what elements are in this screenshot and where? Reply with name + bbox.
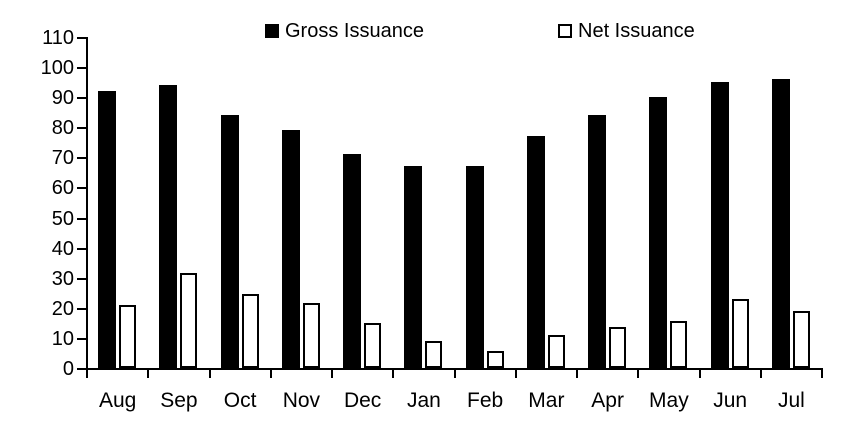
legend-item-net-issuance: Net Issuance [558,19,695,42]
x-category-label-may: May [649,389,689,412]
legend-label-gross-issuance: Gross Issuance [285,19,424,42]
bar-net-feb [486,351,504,368]
x-category-label-apr: Apr [591,389,624,412]
legend-label-net-issuance: Net Issuance [578,19,695,42]
x-axis-tick [392,368,395,378]
x-category-label-feb: Feb [467,389,504,412]
bar-gross-oct [220,115,239,368]
y-axis-tick [77,217,86,220]
y-axis-tick-label: 110 [42,27,74,49]
gross-issuance-swatch-icon [265,24,279,38]
y-axis-tick-label: 100 [40,57,74,80]
bar-net-sep [180,273,198,368]
bar-net-jul [792,310,810,368]
bar-gross-feb [465,166,484,368]
bar-net-oct [241,294,259,368]
x-axis-tick [637,368,640,378]
x-category-label-mar: Mar [528,389,565,412]
y-axis-tick [77,157,86,160]
bar-net-apr [609,327,626,368]
y-axis-tick [77,67,86,70]
bar-gross-jun [710,82,729,368]
y-axis-tick [77,127,86,130]
y-axis-tick-label: 80 [51,117,74,140]
y-axis-tick-label: 30 [51,267,74,290]
x-category-label-nov: Nov [282,389,321,412]
x-axis-tick [331,368,333,378]
bar-net-nov [302,303,320,368]
y-axis-line [86,37,88,370]
x-axis-tick [269,368,272,378]
bar-net-jun [731,298,749,368]
y-axis-tick-label: 90 [51,87,74,110]
x-category-label-jun: Jun [713,389,748,412]
y-axis-tick [77,307,86,310]
bar-net-may [670,321,688,368]
bar-gross-aug [98,91,116,368]
x-category-label-dec: Dec [343,389,382,412]
y-axis-tick-label: 60 [51,177,74,200]
bar-gross-may [649,97,668,368]
net-issuance-swatch-icon [558,24,572,38]
x-axis-tick [86,368,88,378]
bar-net-dec [364,322,381,368]
bar-net-aug [119,304,136,368]
x-axis-tick [453,368,456,378]
y-axis-tick-label: 20 [51,297,74,320]
y-axis-tick [77,97,86,100]
bar-net-mar [547,334,565,368]
x-axis-tick [514,368,517,378]
x-category-label-jul: Jul [777,389,805,412]
bar-gross-mar [526,136,545,368]
bar-gross-sep [159,85,178,368]
y-axis-tick-label: 0 [62,358,74,380]
bar-gross-apr [588,115,606,368]
y-axis-tick [77,187,86,190]
y-axis-tick [77,247,86,250]
x-axis-tick [208,368,211,378]
y-axis-tick [77,277,86,280]
x-axis-tick [576,368,578,378]
x-axis-tick [698,368,701,378]
y-axis-tick-label: 10 [51,327,74,350]
y-axis-tick [77,37,86,39]
legend-item-gross-issuance: Gross Issuance [265,19,424,42]
x-axis-tick [821,368,823,378]
bar-gross-jul [771,79,790,368]
x-category-label-jan: Jan [406,389,441,412]
y-axis-tick-label: 40 [51,237,74,260]
x-axis-tick [759,368,762,378]
bar-gross-jan [404,166,423,368]
bar-gross-dec [343,154,361,368]
x-category-label-oct: Oct [223,389,257,412]
bar-net-jan [425,340,443,368]
x-category-label-sep: Sep [160,389,198,412]
x-axis-tick [147,368,150,378]
bar-gross-nov [281,130,300,368]
x-category-label-aug: Aug [98,389,137,412]
y-axis-tick-label: 50 [51,207,74,230]
y-axis-tick [77,337,86,340]
y-axis-tick-label: 70 [51,147,74,170]
y-axis-tick [77,368,86,370]
